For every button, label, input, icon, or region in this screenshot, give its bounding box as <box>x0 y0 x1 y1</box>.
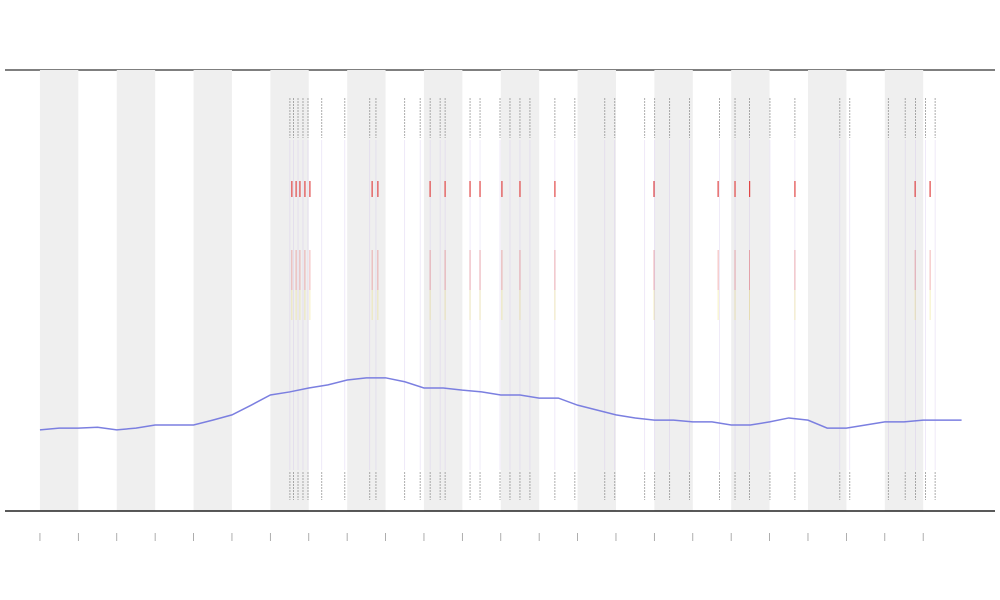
shaded-band <box>116 70 156 511</box>
shaded-band <box>577 70 616 511</box>
shaded-band <box>39 70 79 511</box>
shaded-band <box>807 70 847 511</box>
shaded-band <box>347 70 386 511</box>
shaded-band <box>270 70 309 511</box>
shaded-band <box>193 70 232 511</box>
shaded-band <box>884 70 924 511</box>
shaded-band <box>654 70 693 511</box>
series-line <box>39 377 962 431</box>
shaded-band <box>731 70 770 511</box>
